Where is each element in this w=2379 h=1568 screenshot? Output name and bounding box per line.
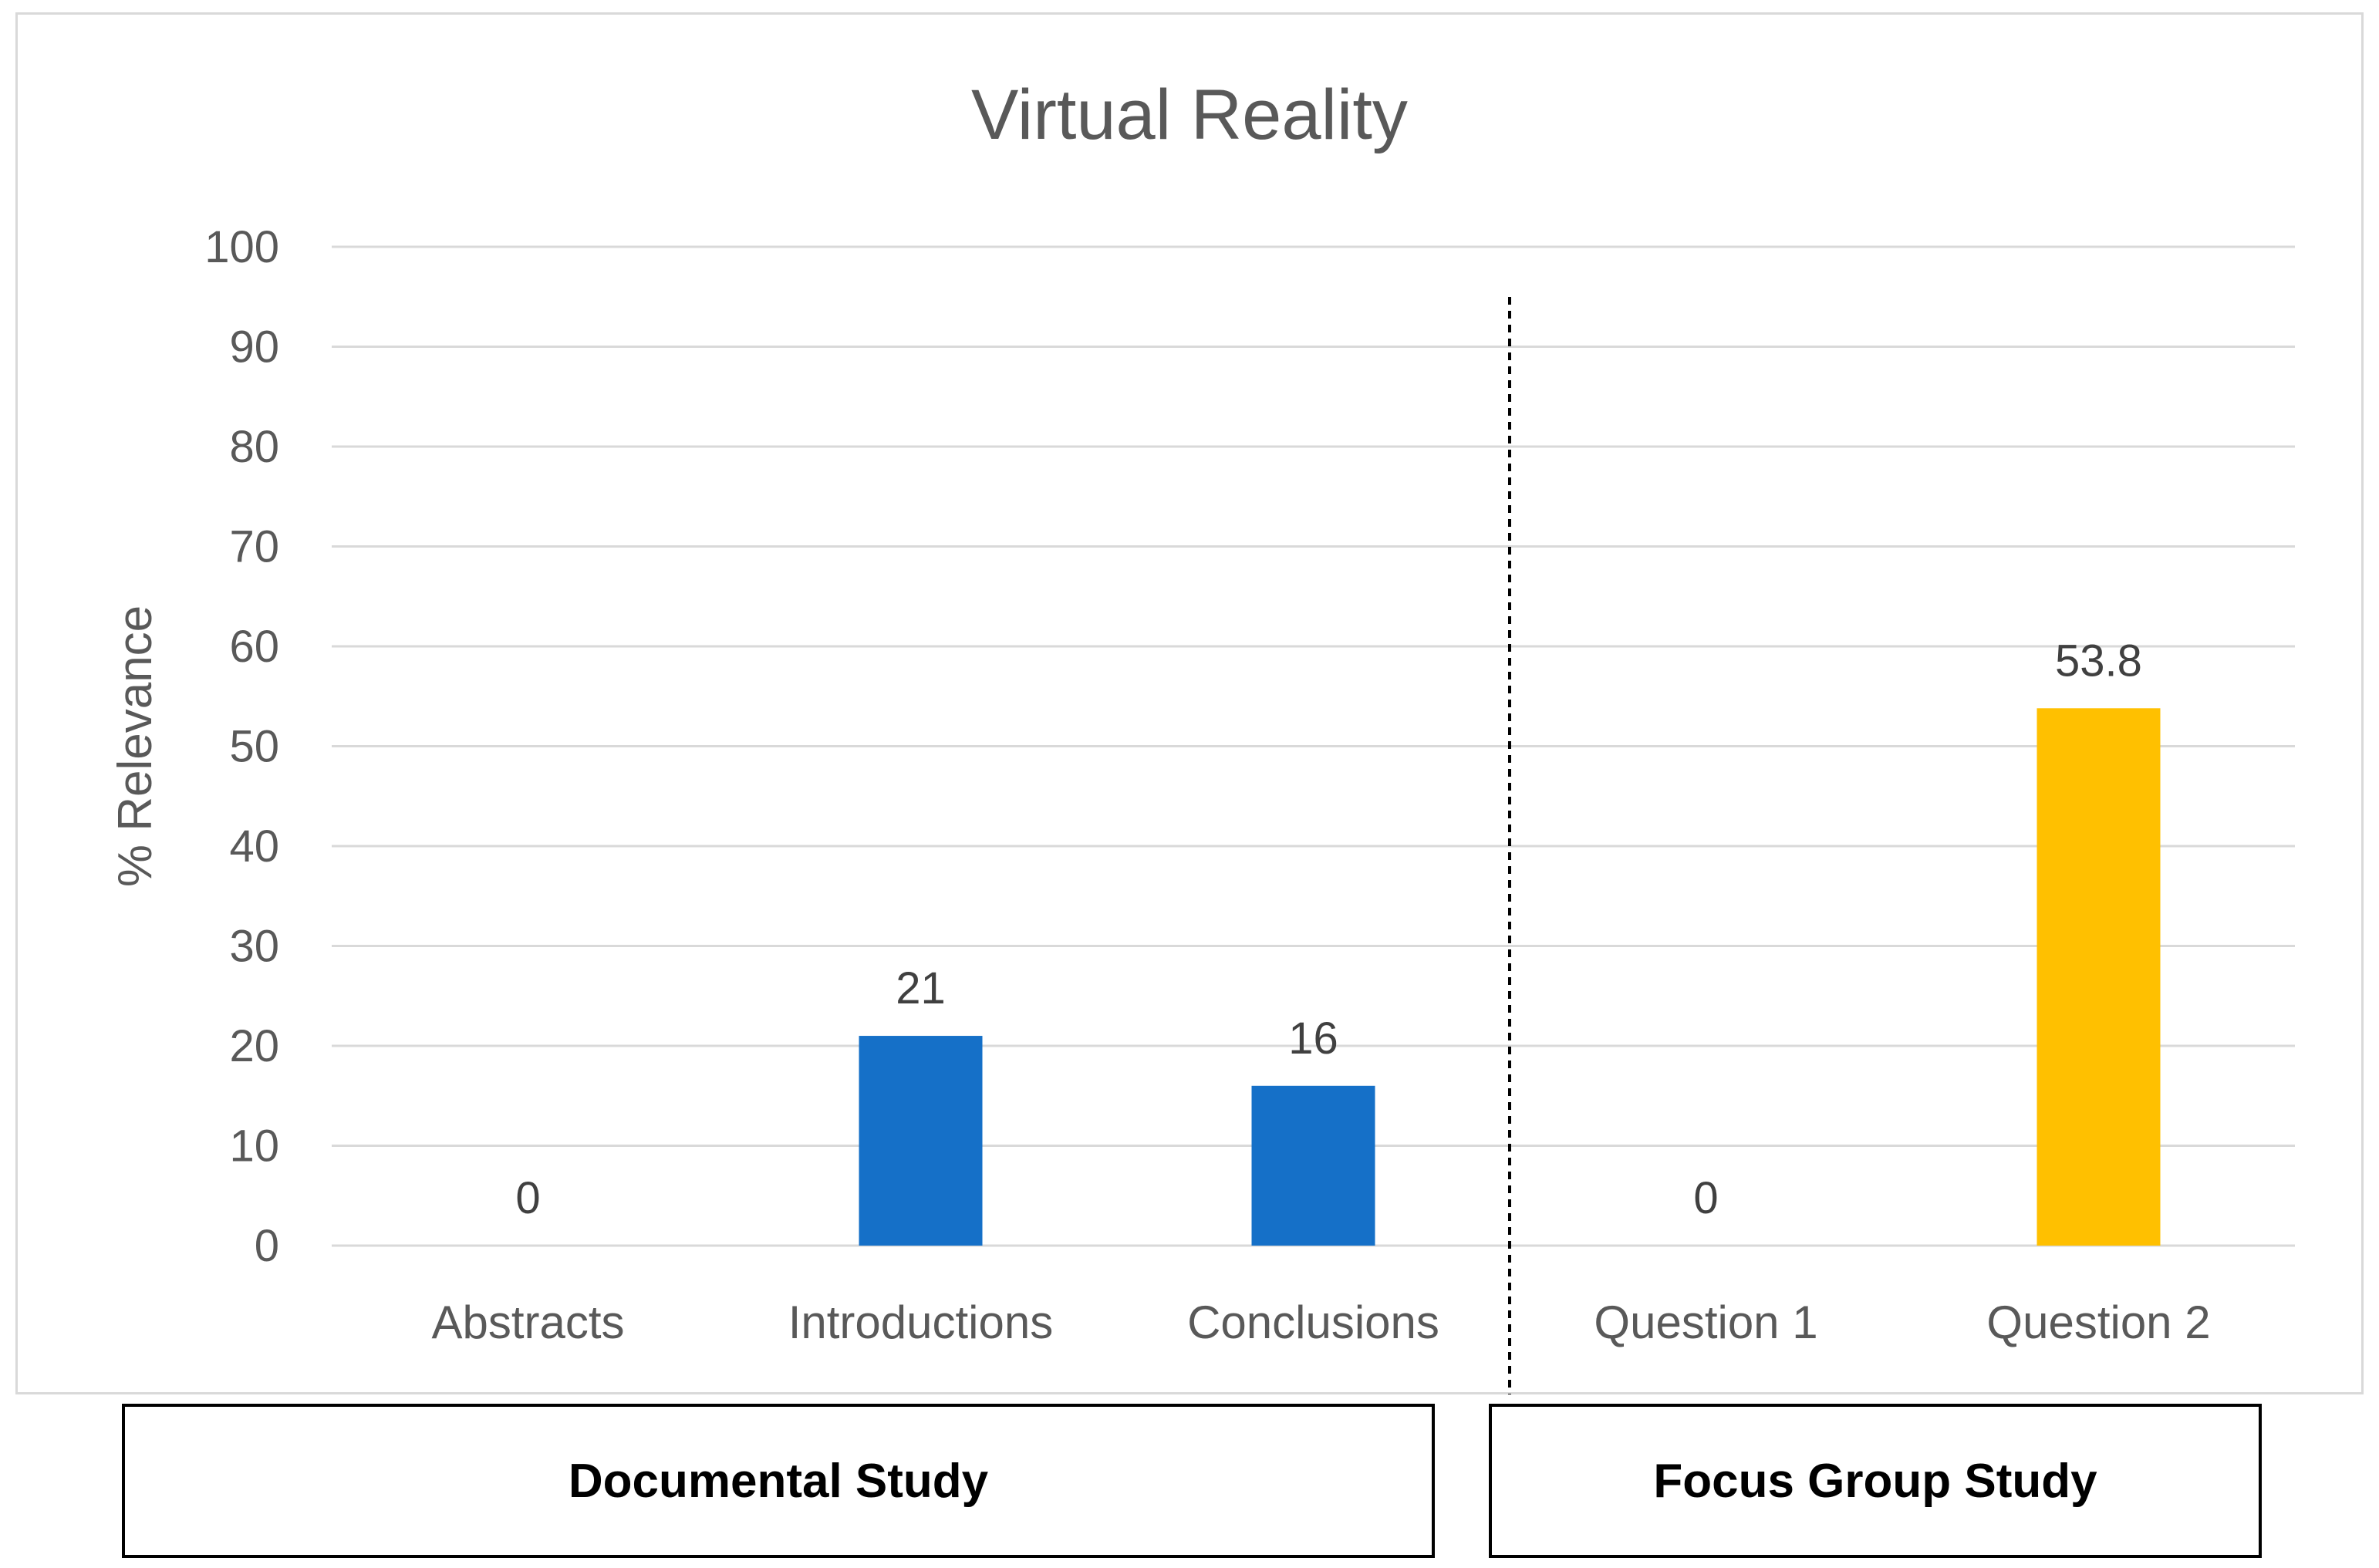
group-label-text: Documental Study — [568, 1454, 989, 1508]
data-label: 0 — [1693, 1173, 1718, 1223]
x-axis-ticks: Abstracts Introductions Conclusions Questio… — [431, 1297, 2210, 1348]
y-axis-ticks: 0 10 20 30 40 50 60 70 80 90 100 — [204, 222, 279, 1271]
y-tick-label: 0 — [255, 1221, 279, 1271]
bar-question-2 — [2036, 708, 2161, 1246]
bar-introductions — [859, 1036, 983, 1246]
data-label: 21 — [896, 963, 946, 1013]
group-label-documental-study: Documental Study — [122, 1404, 1435, 1558]
x-tick-label: Introductions — [788, 1297, 1054, 1348]
x-tick-label: Conclusions — [1187, 1297, 1439, 1348]
y-tick-label: 40 — [229, 821, 279, 872]
data-labels: 0 21 16 0 53.8 — [515, 636, 2142, 1223]
y-tick-label: 60 — [229, 622, 279, 672]
y-tick-label: 10 — [229, 1121, 279, 1172]
x-tick-label: Question 1 — [1594, 1297, 1817, 1348]
group-label-text: Focus Group Study — [1653, 1454, 2097, 1508]
group-label-focus-group-study: Focus Group Study — [1489, 1404, 2262, 1558]
data-label: 53.8 — [2055, 636, 2142, 686]
y-tick-label: 70 — [229, 522, 279, 572]
y-axis-label: % Relevance — [109, 605, 162, 887]
bar-conclusions — [1251, 1085, 1375, 1246]
y-tick-label: 50 — [229, 722, 279, 772]
y-tick-label: 100 — [204, 222, 279, 272]
chart-area — [15, 12, 2364, 1394]
gridlines — [332, 245, 2295, 1247]
y-tick-label: 20 — [229, 1021, 279, 1071]
x-tick-label: Question 2 — [1986, 1297, 2210, 1348]
y-tick-label: 90 — [229, 322, 279, 373]
x-tick-label: Abstracts — [431, 1297, 624, 1348]
y-tick-label: 30 — [229, 922, 279, 972]
chart-title: Virtual Reality — [971, 76, 1408, 154]
data-label: 0 — [515, 1173, 540, 1223]
y-tick-label: 80 — [229, 422, 279, 472]
data-label: 16 — [1288, 1013, 1338, 1064]
bars — [859, 708, 2161, 1246]
